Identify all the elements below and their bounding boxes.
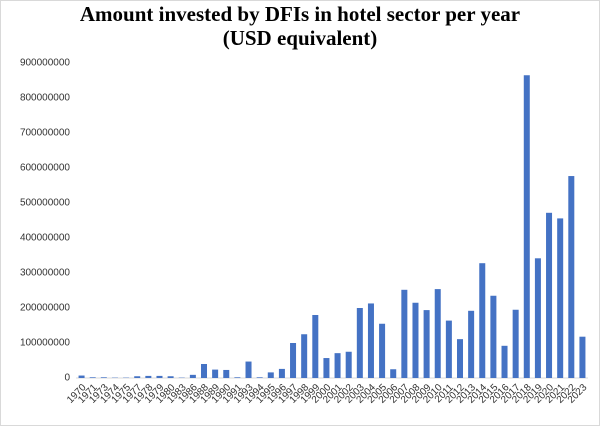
bar: [568, 176, 575, 378]
bar: [412, 302, 419, 378]
y-tick-label: 300000000: [20, 268, 70, 279]
bar: [445, 320, 452, 378]
bar: [523, 75, 530, 378]
bar: [212, 369, 219, 378]
y-tick-label: 400000000: [20, 233, 70, 244]
y-tick-label: 0: [64, 373, 70, 384]
bar: [100, 377, 107, 378]
bar: [290, 343, 297, 378]
bar: [200, 364, 208, 378]
bar: [557, 218, 564, 378]
bar: [534, 258, 541, 378]
y-tick-label: 100000000: [20, 338, 70, 349]
bar: [501, 345, 508, 378]
bar: [401, 289, 408, 378]
bar: [390, 369, 397, 378]
y-tick-label: 700000000: [20, 128, 70, 139]
bar: [334, 353, 341, 378]
bar: [245, 361, 252, 378]
bar: [234, 377, 241, 378]
y-tick-label: 500000000: [20, 198, 70, 209]
bar: [223, 369, 230, 378]
bar: [579, 336, 586, 378]
bar: [267, 372, 274, 378]
bar: [189, 374, 196, 378]
bar: [512, 309, 519, 378]
chart-title: Amount invested by DFIs in hotel sector …: [80, 2, 520, 26]
bar: [367, 303, 374, 378]
bar: [134, 376, 141, 378]
y-tick-label: 900000000: [20, 58, 70, 69]
chart-title: (USD equivalent): [223, 26, 378, 50]
y-tick-label: 200000000: [20, 303, 70, 314]
bar: [256, 377, 263, 378]
bar: [468, 310, 475, 378]
bar: [78, 375, 85, 378]
bar: [379, 323, 386, 378]
bar: [145, 375, 152, 378]
bar: [546, 212, 553, 378]
bar: [278, 368, 285, 378]
bar: [490, 295, 497, 378]
bar: [323, 358, 330, 378]
bar: [345, 351, 352, 378]
bar: [156, 375, 163, 378]
bar: [356, 308, 363, 378]
bar: [434, 289, 441, 378]
bar: [301, 334, 308, 378]
bar: [456, 339, 464, 378]
y-tick-label: 800000000: [20, 93, 70, 104]
y-tick-label: 600000000: [20, 163, 70, 174]
bar: [479, 263, 486, 378]
bar: [89, 377, 96, 378]
bar: [423, 310, 430, 378]
bar: [312, 315, 319, 378]
bar: [167, 376, 174, 378]
